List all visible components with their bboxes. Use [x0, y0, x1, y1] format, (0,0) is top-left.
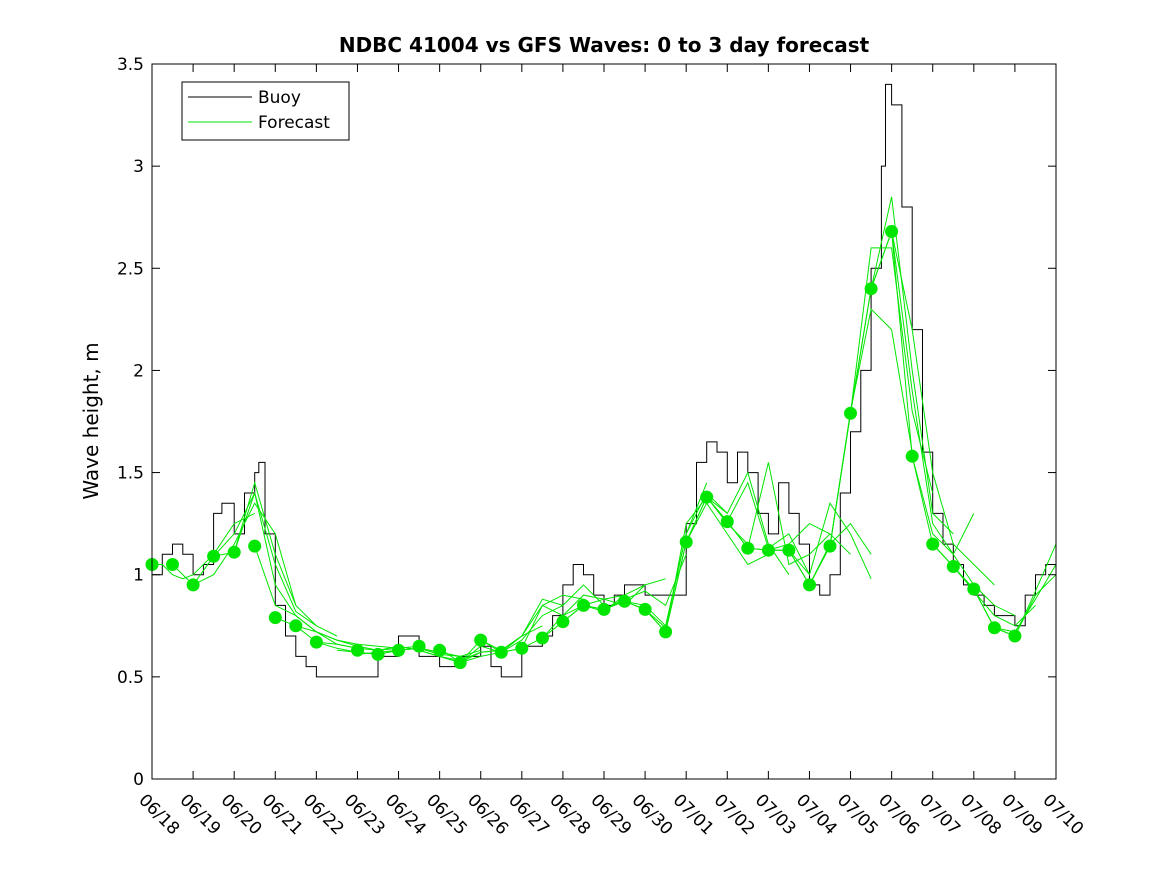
- analysis-point: [803, 578, 816, 592]
- analysis-point: [1008, 629, 1022, 643]
- y-tick-label: 1: [133, 566, 144, 586]
- forecast-run-line: [152, 512, 255, 580]
- analysis-point: [474, 633, 488, 647]
- y-tick-label: 3.5: [117, 55, 144, 75]
- analysis-point: [433, 643, 447, 657]
- analysis-point: [289, 619, 303, 633]
- y-axis: 0 0.5 1 1.5 2 2.5 3 3.5: [117, 55, 1056, 790]
- analysis-point: [844, 406, 857, 420]
- analysis-point: [392, 643, 405, 657]
- y-tick-label: 0.5: [117, 668, 144, 688]
- analysis-point: [946, 560, 960, 573]
- analysis-point: [720, 515, 734, 529]
- analysis-point: [659, 625, 673, 639]
- analysis-point: [782, 543, 796, 557]
- y-tick-label: 2: [133, 361, 144, 381]
- analysis-point: [741, 541, 755, 555]
- y-tick-label: 0: [133, 770, 144, 790]
- plot-area: [152, 64, 1056, 779]
- y-axis-label: Wave height, m: [79, 342, 103, 499]
- analysis-point: [556, 615, 570, 629]
- chart-title: NDBC 41004 vs GFS Waves: 0 to 3 day fore…: [339, 33, 870, 57]
- analysis-point: [207, 549, 221, 563]
- analysis-point: [166, 558, 179, 571]
- analysis-point: [453, 656, 467, 670]
- analysis-point: [494, 645, 508, 659]
- analysis-point: [309, 635, 323, 649]
- analysis-point: [268, 611, 282, 625]
- analysis-point: [412, 639, 426, 653]
- analysis-point: [577, 598, 590, 612]
- analysis-point: [248, 539, 262, 553]
- analysis-point: [967, 582, 981, 596]
- analysis-point: [926, 537, 940, 551]
- y-tick-label: 3: [133, 157, 144, 177]
- analysis-point: [227, 545, 241, 559]
- analysis-point: [515, 641, 529, 655]
- analysis-point: [371, 647, 385, 661]
- analysis-point: [597, 602, 611, 616]
- analysis-point: [638, 602, 652, 616]
- analysis-point: [700, 490, 714, 504]
- analysis-point: [186, 578, 200, 592]
- analysis-points: [145, 225, 1022, 670]
- analysis-point: [905, 449, 919, 463]
- y-tick-label: 2.5: [117, 259, 144, 279]
- analysis-point: [351, 643, 364, 657]
- analysis-point: [864, 282, 878, 296]
- legend: Buoy Forecast: [181, 81, 350, 141]
- analysis-point: [761, 543, 775, 557]
- analysis-point: [885, 225, 899, 238]
- analysis-point: [823, 539, 837, 553]
- legend-box: [181, 81, 350, 141]
- legend-forecast-label: Forecast: [258, 113, 330, 133]
- y-tick-label: 1.5: [117, 464, 144, 484]
- analysis-point: [679, 535, 693, 549]
- legend-buoy-label: Buoy: [258, 88, 301, 108]
- analysis-point: [987, 621, 1001, 635]
- analysis-point: [535, 631, 549, 645]
- analysis-point: [618, 594, 631, 608]
